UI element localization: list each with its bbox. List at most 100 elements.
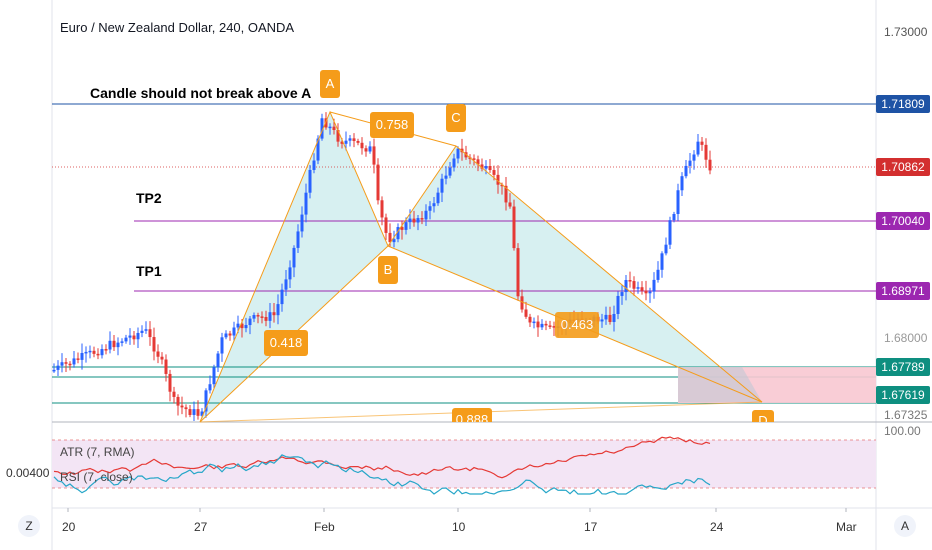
note-annotation[interactable]: Candle should not break above A <box>90 85 312 101</box>
candle-body <box>60 362 64 366</box>
candle-body <box>656 269 660 280</box>
candle-body <box>120 341 124 343</box>
price-tag-tp2: 1.70040 <box>876 212 930 230</box>
candle-body <box>348 138 352 141</box>
price-tag-tp1: 1.68971 <box>876 282 930 300</box>
candle-body <box>356 141 360 143</box>
candle-body <box>276 304 280 316</box>
candle-body <box>88 350 92 353</box>
candle-body <box>360 142 364 149</box>
indicator-right-value: 100.00 <box>884 424 921 436</box>
candle-body <box>676 190 680 214</box>
candle-body <box>544 323 548 326</box>
candle-body <box>256 315 260 317</box>
candle-body <box>472 158 476 160</box>
atr-legend[interactable]: ATR (7, RMA) <box>60 445 135 459</box>
candle-body <box>208 384 212 391</box>
candle-body <box>116 342 120 348</box>
point-b-label[interactable]: B <box>378 256 398 284</box>
zoom-button[interactable]: Z <box>18 515 40 537</box>
candle-body <box>384 217 388 233</box>
candle-body <box>180 405 184 408</box>
candle-body <box>164 359 168 374</box>
candle-body <box>312 160 316 170</box>
candle-body <box>340 141 344 144</box>
candle-body <box>236 323 240 328</box>
candle-body <box>508 202 512 207</box>
time-label-feb: Feb <box>314 520 335 534</box>
point-d-label[interactable]: D <box>752 410 774 422</box>
price-axis-label-top: 1.73000 <box>884 25 928 39</box>
ratio-label-ac[interactable]: 0.758 <box>370 112 414 138</box>
candle-body <box>512 206 516 249</box>
candle-body <box>156 351 160 357</box>
candle-body <box>392 239 396 243</box>
candle-body <box>320 118 324 139</box>
candle-body <box>528 316 532 323</box>
time-label-27: 27 <box>194 520 208 534</box>
candle-body <box>416 218 420 223</box>
candle-body <box>84 351 88 354</box>
candle-body <box>336 129 340 142</box>
candle-body <box>456 148 460 159</box>
candle-body <box>140 330 144 333</box>
candle-body <box>52 369 56 372</box>
candle-body <box>704 144 708 160</box>
candle-body <box>264 316 268 321</box>
time-label-17: 17 <box>584 520 598 534</box>
tp1-label[interactable]: TP1 <box>136 263 162 279</box>
candle-body <box>628 280 632 282</box>
candle-body <box>76 358 80 360</box>
candle-body <box>648 291 652 294</box>
candle-body <box>160 356 164 360</box>
candle-body <box>124 337 128 342</box>
candle-body <box>672 213 676 221</box>
price-axis-label-partial: 1.68000 <box>884 331 928 345</box>
candle-body <box>668 220 672 245</box>
candle-body <box>500 184 504 187</box>
ratio-label-xd[interactable]: 0.888 <box>452 408 492 422</box>
point-a-label[interactable]: A <box>320 70 340 98</box>
candle-body <box>380 200 384 218</box>
price-tag-zone-mid: 1.67619 <box>876 386 930 404</box>
candle-body <box>376 164 380 201</box>
indicator-axis-value: 0.00400 <box>6 466 50 480</box>
candle-body <box>552 326 556 328</box>
candle-body <box>252 315 256 319</box>
pattern-bcd-fill <box>388 146 762 402</box>
time-label-20: 20 <box>62 520 76 534</box>
point-c-label[interactable]: C <box>446 104 466 132</box>
candle-body <box>396 227 400 240</box>
candle-body <box>192 409 196 415</box>
candle-body <box>188 409 192 415</box>
candle-body <box>412 218 416 223</box>
auto-scale-button[interactable]: A <box>894 515 916 537</box>
candle-body <box>492 170 496 175</box>
candle-body <box>136 332 140 340</box>
candle-body <box>624 280 628 293</box>
candle-body <box>616 295 620 314</box>
atr-line <box>53 436 711 479</box>
tp2-label[interactable]: TP2 <box>136 190 162 206</box>
candle-body <box>344 140 348 144</box>
ratio-label-bd[interactable]: 0.463 <box>555 312 599 338</box>
candle-body <box>424 210 428 220</box>
candle-body <box>504 185 508 203</box>
candle-body <box>152 337 156 352</box>
candle-body <box>196 409 200 416</box>
candle-body <box>108 340 112 350</box>
candle-body <box>80 353 84 360</box>
candle-body <box>332 126 336 130</box>
candle-body <box>128 335 132 338</box>
candle-body <box>420 218 424 220</box>
candle-body <box>700 141 704 145</box>
symbol-title: Euro / New Zealand Dollar, 240, OANDA <box>60 20 295 35</box>
candle-body <box>612 313 616 323</box>
candle-body <box>636 287 640 289</box>
rsi-legend[interactable]: RSI (7, close) <box>60 470 133 484</box>
candle-body <box>516 248 520 297</box>
ratio-label-xb[interactable]: 0.418 <box>264 330 308 356</box>
candle-body <box>224 333 228 338</box>
candle-body <box>176 396 180 406</box>
